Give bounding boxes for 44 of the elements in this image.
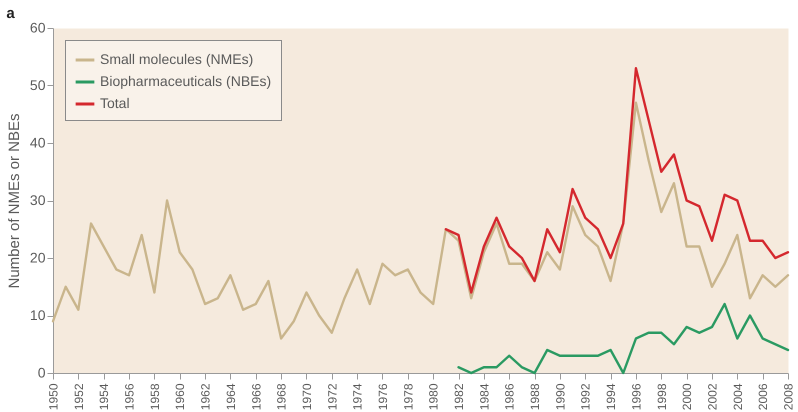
y-tick-label: 40 bbox=[30, 134, 46, 150]
y-tick-label: 10 bbox=[30, 307, 46, 323]
x-tick-label: 1954 bbox=[97, 383, 112, 410]
x-tick-label: 1968 bbox=[274, 383, 289, 410]
x-tick-label: 1974 bbox=[350, 383, 365, 410]
x-tick-label: 1972 bbox=[325, 383, 340, 410]
x-tick-label: 1960 bbox=[173, 383, 188, 410]
x-tick-label: 1982 bbox=[452, 383, 466, 410]
x-tick-label: 1990 bbox=[553, 383, 568, 410]
x-tick-label: 2008 bbox=[782, 383, 796, 410]
x-tick-label: 1966 bbox=[249, 383, 264, 410]
y-tick-label: 30 bbox=[30, 192, 46, 208]
x-tick-label: 1996 bbox=[629, 383, 644, 410]
x-tick-label: 2000 bbox=[680, 383, 694, 410]
x-tick-label: 1980 bbox=[426, 383, 441, 410]
x-tick-label: 2006 bbox=[756, 383, 770, 410]
x-tick-label: 1970 bbox=[300, 383, 314, 410]
line-series bbox=[444, 67, 790, 294]
x-tick-label: 1986 bbox=[502, 383, 517, 410]
y-tick-label: 60 bbox=[30, 20, 46, 36]
x-tick-label: 1962 bbox=[198, 383, 213, 410]
x-tick-label: 1998 bbox=[654, 383, 669, 410]
chart-title: a bbox=[6, 5, 16, 22]
x-tick-label: 1984 bbox=[477, 383, 492, 410]
y-tick-label: 0 bbox=[38, 364, 46, 380]
x-tick-label: 1978 bbox=[401, 383, 416, 410]
x-tick-label: 1964 bbox=[224, 383, 238, 410]
x-tick-label: 1976 bbox=[376, 383, 390, 410]
line-series bbox=[457, 302, 790, 374]
legend-label: Total bbox=[100, 95, 130, 111]
x-tick-label: 1952 bbox=[72, 383, 86, 410]
y-tick-label: 50 bbox=[30, 77, 46, 93]
x-tick-label: 1994 bbox=[604, 383, 618, 410]
y-axis-title: Number of NMEs or NBEs bbox=[6, 113, 23, 289]
x-tick-label: 2002 bbox=[705, 383, 720, 410]
x-tick-label: 1992 bbox=[578, 383, 593, 410]
x-tick-label: 1958 bbox=[148, 383, 162, 410]
x-tick-label: 1956 bbox=[122, 383, 137, 410]
legend-label: Biopharmaceuticals (NBEs) bbox=[100, 73, 272, 89]
x-tick-label: 1950 bbox=[46, 383, 60, 410]
y-tick-label: 20 bbox=[30, 250, 46, 266]
legend-label: Small molecules (NMEs) bbox=[100, 51, 254, 67]
x-tick-label: 2004 bbox=[730, 383, 745, 410]
x-tick-label: 1988 bbox=[528, 383, 542, 410]
